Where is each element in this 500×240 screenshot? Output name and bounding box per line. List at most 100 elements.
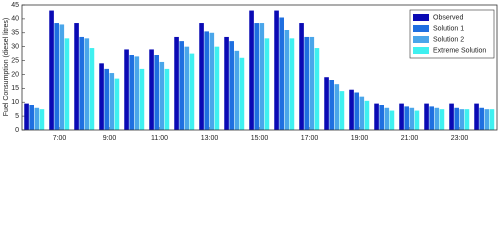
bar bbox=[54, 23, 59, 130]
y-tick-label: 30 bbox=[11, 44, 19, 51]
bar bbox=[459, 109, 465, 130]
bar bbox=[439, 109, 445, 130]
bar bbox=[29, 105, 34, 130]
bar bbox=[404, 106, 409, 130]
bar bbox=[154, 55, 159, 130]
bar bbox=[304, 36, 309, 130]
legend-swatch bbox=[413, 25, 429, 32]
bar bbox=[204, 31, 209, 131]
y-tick-label: 45 bbox=[11, 2, 19, 9]
bar bbox=[209, 32, 215, 130]
bar bbox=[184, 46, 190, 130]
legend-swatch bbox=[413, 36, 429, 43]
bar bbox=[214, 46, 220, 130]
y-tick-label: 25 bbox=[11, 57, 19, 64]
y-tick-label: 5 bbox=[15, 113, 19, 120]
bar bbox=[229, 41, 234, 130]
bar bbox=[234, 50, 240, 131]
bar bbox=[364, 100, 370, 130]
bar bbox=[274, 10, 279, 130]
bar bbox=[39, 109, 45, 130]
bar bbox=[84, 38, 90, 131]
legend-label: Extreme Solution bbox=[433, 47, 486, 54]
bar bbox=[379, 105, 384, 130]
bar bbox=[349, 89, 354, 130]
legend-label: Observed bbox=[433, 14, 463, 21]
bar bbox=[109, 73, 115, 130]
bar bbox=[299, 23, 304, 130]
bar bbox=[79, 36, 84, 130]
bar bbox=[174, 36, 179, 130]
bar bbox=[34, 107, 40, 130]
x-tick-label: 21:00 bbox=[401, 135, 419, 142]
bar bbox=[89, 48, 95, 130]
bar bbox=[399, 103, 404, 130]
bar bbox=[249, 10, 254, 130]
bar bbox=[384, 107, 390, 130]
bar bbox=[289, 38, 295, 131]
bar bbox=[99, 63, 104, 131]
bar bbox=[314, 48, 320, 130]
bar bbox=[189, 53, 195, 130]
bar bbox=[24, 103, 29, 130]
chart: Fuel Consumption (diesel litres) 0 5 10 15 2… bbox=[3, 2, 498, 142]
bar bbox=[359, 96, 365, 130]
bar bbox=[129, 55, 134, 130]
bar bbox=[354, 92, 359, 130]
bar bbox=[114, 78, 120, 130]
legend-label: Solution 1 bbox=[433, 25, 464, 32]
bar bbox=[414, 110, 420, 130]
bar bbox=[429, 106, 434, 130]
bar bbox=[224, 36, 229, 130]
y-tick-label: 0 bbox=[15, 127, 19, 134]
y-tick-label: 10 bbox=[11, 99, 19, 106]
legend-swatch bbox=[413, 47, 429, 54]
bar bbox=[134, 56, 140, 131]
x-tick-label: 23:00 bbox=[451, 135, 469, 142]
legend-swatch bbox=[413, 14, 429, 21]
x-tick-label: 15:00 bbox=[251, 135, 269, 142]
bar bbox=[489, 109, 495, 130]
bar bbox=[309, 36, 315, 130]
bar bbox=[199, 23, 204, 130]
bar bbox=[389, 110, 395, 130]
x-tick-label: 9:00 bbox=[103, 135, 117, 142]
bar bbox=[279, 17, 284, 130]
y-tick-label: 40 bbox=[11, 16, 19, 23]
bar bbox=[329, 80, 334, 130]
y-tick-label: 35 bbox=[11, 30, 19, 37]
bar bbox=[474, 103, 479, 130]
bar bbox=[464, 109, 470, 130]
bar bbox=[59, 24, 65, 131]
bar bbox=[484, 109, 490, 130]
axes-frame bbox=[21, 4, 498, 131]
x-tick-label: 19:00 bbox=[351, 135, 369, 142]
x-tick-label: 13:00 bbox=[201, 135, 219, 142]
bar bbox=[164, 68, 170, 130]
bar bbox=[259, 23, 265, 130]
bar bbox=[434, 107, 440, 130]
y-tick-label: 20 bbox=[11, 71, 19, 78]
y-axis-label: Fuel Consumption (diesel litres) bbox=[3, 18, 10, 116]
bar bbox=[479, 107, 484, 130]
bar bbox=[424, 103, 429, 130]
bar bbox=[179, 41, 184, 130]
bar bbox=[454, 107, 459, 130]
bar bbox=[124, 49, 129, 130]
bar bbox=[149, 49, 154, 130]
bar bbox=[284, 30, 290, 130]
bar bbox=[264, 38, 270, 131]
bar bbox=[409, 107, 415, 130]
bar bbox=[374, 103, 379, 130]
bar bbox=[49, 10, 54, 130]
x-tick-label: 7:00 bbox=[53, 135, 67, 142]
bar bbox=[64, 38, 70, 131]
legend-label: Solution 2 bbox=[433, 36, 464, 43]
bar bbox=[324, 77, 329, 130]
x-tick-label: 17:00 bbox=[301, 135, 319, 142]
bar bbox=[339, 91, 345, 130]
bar bbox=[254, 23, 259, 130]
bar bbox=[74, 23, 79, 130]
bar bbox=[239, 57, 245, 130]
bar bbox=[104, 68, 109, 130]
